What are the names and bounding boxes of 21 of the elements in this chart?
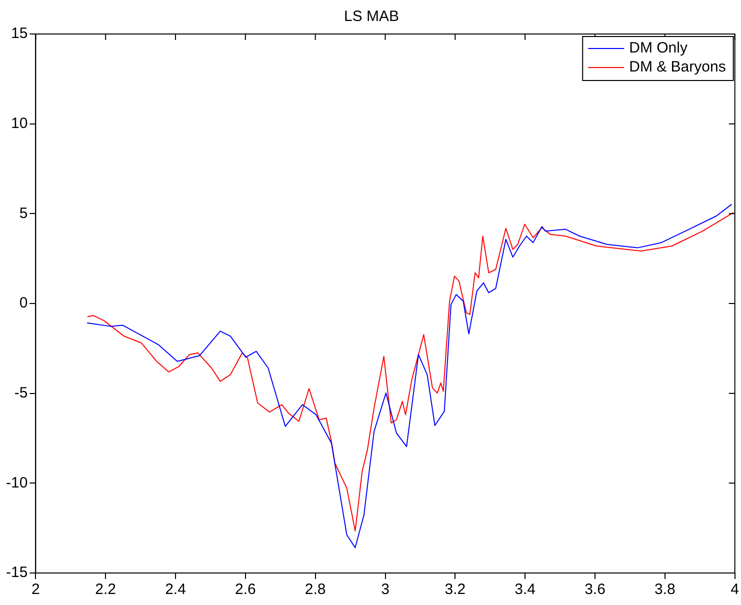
y-tick-label: -10	[6, 474, 28, 492]
legend-label: DM & Baryons	[629, 58, 726, 76]
y-tick-label: 15	[10, 25, 28, 42]
x-tick-label: 2	[32, 581, 40, 598]
x-tick-label: 3.4	[514, 581, 536, 598]
y-tick-label: 0	[19, 294, 28, 312]
x-tick-label: 3.8	[654, 581, 676, 598]
x-tick-label: 2.6	[234, 581, 256, 598]
x-tick-label: 2.8	[304, 581, 326, 598]
x-tick-label: 3	[381, 581, 390, 598]
y-tick-label: 10	[10, 114, 28, 132]
legend-label: DM Only	[629, 40, 688, 57]
x-tick-label: 3.2	[444, 581, 466, 598]
y-tick-label: -15	[6, 564, 28, 582]
y-tick-label: 5	[19, 204, 28, 222]
x-tick-label: 2.4	[165, 581, 186, 598]
x-tick-label: 4	[730, 581, 739, 598]
y-tick-label: -5	[14, 384, 28, 402]
chart-title: LS MAB	[344, 8, 400, 26]
x-tick-label: 3.6	[584, 581, 606, 598]
x-tick-label: 2.2	[95, 581, 116, 598]
